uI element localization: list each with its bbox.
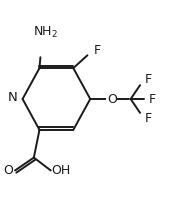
Text: F: F [145,112,152,125]
Text: O: O [3,164,13,177]
Text: F: F [149,92,156,106]
Text: O: O [107,92,117,106]
Text: NH$_2$: NH$_2$ [33,25,58,40]
Text: OH: OH [52,164,71,177]
Text: F: F [145,73,152,86]
Text: N: N [8,90,18,104]
Text: F: F [94,44,101,57]
